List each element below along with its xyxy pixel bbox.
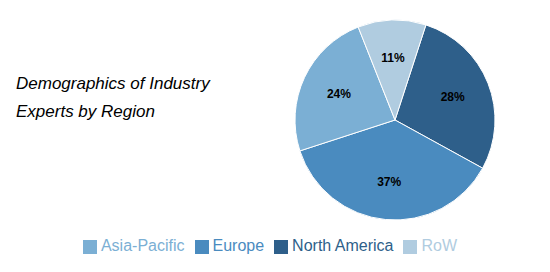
html-text:RoW: RoW <box>421 237 457 254</box>
html-text:Europe: Europe <box>212 237 265 254</box>
html-text:Asia-Pacific: Asia-Pacific <box>100 237 185 254</box>
svg-text:37%: 37% <box>377 175 401 189</box>
svg-text:11%: 11% <box>381 51 405 65</box>
html-text:Demographics of Industry: Demographics of Industry <box>16 74 210 93</box>
html-text:Experts by Region: Experts by Region <box>16 102 155 121</box>
html-text:North America: North America <box>292 237 394 254</box>
svg-text:28%: 28% <box>441 90 465 104</box>
svg-text:24%: 24% <box>327 87 351 101</box>
